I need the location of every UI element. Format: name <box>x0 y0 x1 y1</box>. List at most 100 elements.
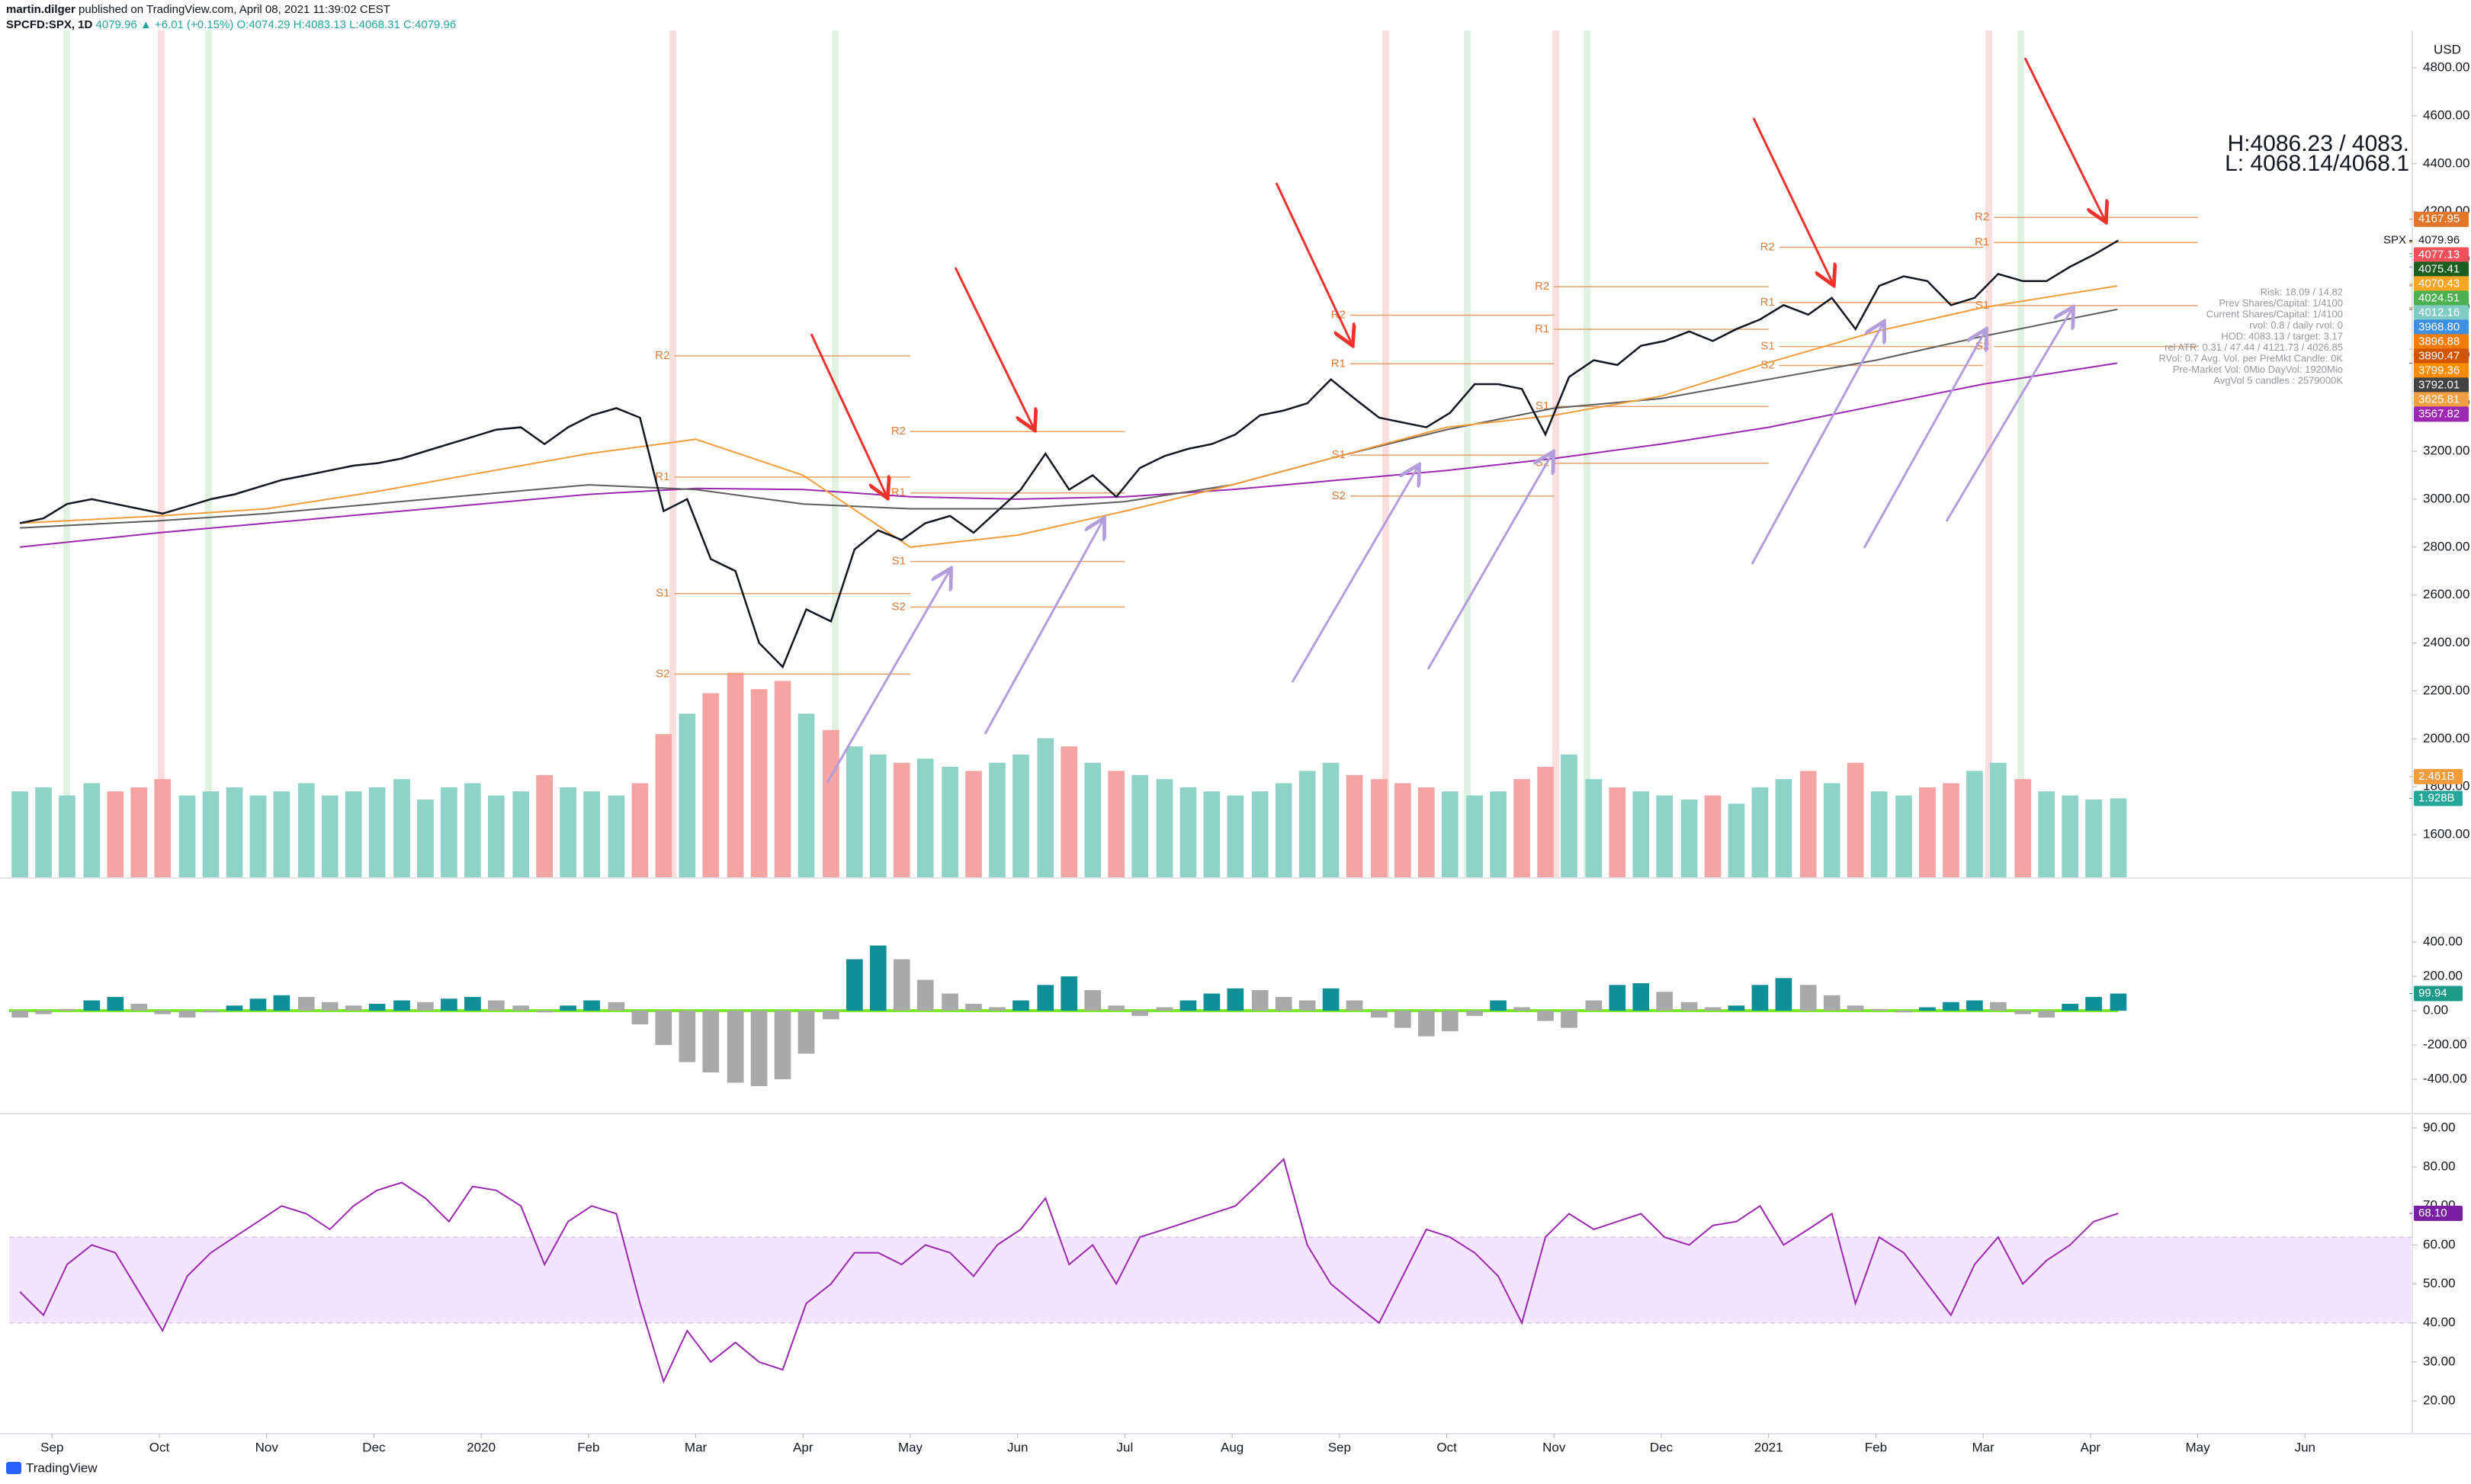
macd-histogram-bar <box>942 993 958 1011</box>
macd-histogram-bar <box>2110 993 2127 1011</box>
x-tick-label: Oct <box>1436 1440 1457 1454</box>
volume-bar <box>417 800 434 877</box>
red-arrow <box>954 267 1034 428</box>
volume-bar <box>249 795 267 877</box>
price-line <box>19 239 2120 669</box>
macd-histogram-bar <box>1990 1002 2007 1011</box>
volume-bar <box>321 795 339 877</box>
axis-badge-label: 3792.01 <box>2418 378 2460 391</box>
info-text: AvgVol 5 candles : 2579000K <box>2213 374 2343 386</box>
macd-histogram-bar <box>631 1011 649 1025</box>
highlight-band <box>1985 30 1992 877</box>
author: martin.dilger <box>6 3 75 16</box>
macd-histogram-bar <box>393 1000 410 1011</box>
macd-histogram-bar <box>869 945 887 1011</box>
volume-bar <box>1656 795 1674 877</box>
volume-bar <box>273 791 290 877</box>
axis-badge <box>2414 319 2469 335</box>
axis-badge <box>2414 290 2469 306</box>
y-tick-label: 4800.00 <box>2423 60 2469 75</box>
y-tick-label: 20.00 <box>2423 1393 2456 1408</box>
purple-arrow <box>1426 454 1552 670</box>
macd-histogram-bar <box>417 1002 434 1011</box>
volume-bar <box>1561 754 1577 877</box>
y-tick-label: 3000.00 <box>2423 491 2469 505</box>
info-text: RVol: 0.7 Avg. Vol. per PreMkt Candle: 0… <box>2158 352 2343 364</box>
volume-bar <box>536 774 553 877</box>
macd-histogram-bar <box>655 1011 672 1046</box>
x-tick-label: Mar <box>685 1440 708 1454</box>
macd-histogram-bar <box>1298 1000 1316 1011</box>
macd-histogram-bar <box>1895 1011 1912 1013</box>
symbol-label: SPX <box>2383 233 2406 246</box>
y-tick-label: 2600.00 <box>2423 587 2469 601</box>
macd-histogram-bar <box>59 1008 75 1011</box>
macd-histogram-bar <box>679 1011 696 1063</box>
highlight-band <box>1464 30 1471 877</box>
x-tick-label: Sep <box>1328 1440 1351 1454</box>
volume-bar <box>202 791 220 877</box>
macd-histogram-bar <box>2038 1011 2055 1018</box>
currency: USD <box>2434 42 2461 56</box>
macd-histogram-bar <box>797 1011 815 1054</box>
pivot-label: R2 <box>1760 240 1775 253</box>
y-tick-label: 40.00 <box>2423 1315 2456 1329</box>
volume-bar <box>512 791 530 877</box>
volume-bar <box>1084 762 1102 877</box>
y-tick-label: 1600.00 <box>2423 827 2469 841</box>
y-tick-label: 50.00 <box>2423 1276 2456 1290</box>
volume-bar <box>1156 779 1173 877</box>
x-tick-label: Aug <box>1221 1440 1244 1454</box>
volume-bar <box>368 787 386 877</box>
pivot-label: S1 <box>656 587 669 600</box>
red-arrow <box>1275 182 1352 344</box>
macd-histogram-bar <box>846 959 863 1011</box>
volume-bar <box>846 746 863 877</box>
volume-bar <box>869 754 887 877</box>
volume-bar <box>464 783 481 877</box>
axis-badge-label: 3625.81 <box>2418 393 2460 405</box>
macd-histogram-bar <box>1585 1000 1603 1011</box>
axis-badge <box>2414 1205 2463 1221</box>
macd-histogram-bar <box>202 1011 220 1013</box>
volume-bar <box>1131 774 1148 877</box>
axis-badge-label: 3968.80 <box>2418 320 2460 333</box>
volume-bar <box>608 795 625 877</box>
axis-badge-label: 3890.47 <box>2418 349 2460 362</box>
axis-badge <box>2414 334 2469 350</box>
macd-histogram-bar <box>1346 1000 1363 1011</box>
axis-badge <box>2414 261 2469 277</box>
axis-badge-label: 3567.82 <box>2418 407 2460 420</box>
macd-histogram-bar <box>1704 1007 1722 1011</box>
macd-histogram-bar <box>916 979 934 1011</box>
highlight-band <box>2017 30 2024 877</box>
macd-histogram-bar <box>321 1002 339 1011</box>
volume-bar <box>750 689 768 877</box>
volume-bar <box>1346 774 1363 877</box>
macd-histogram-bar <box>1728 1005 1745 1011</box>
macd-histogram-bar <box>297 997 315 1011</box>
price-label: 4079.96 <box>2418 233 2460 246</box>
info-text: Current Shares/Capital: 1/4100 <box>2206 308 2343 319</box>
volume-bar <box>893 762 910 877</box>
volume-bar <box>1418 787 1435 877</box>
high-low-text: H:4086.23 / 4083. <box>2227 131 2409 156</box>
macd-histogram-bar <box>823 1011 839 1020</box>
macd-histogram-bar <box>1322 988 1340 1011</box>
volume-bar <box>154 779 172 877</box>
macd-histogram-bar <box>2014 1011 2032 1014</box>
info-text: rel ATR: 0.31 / 47.44 / 4121.73 / 4026.8… <box>2165 341 2343 353</box>
macd-histogram-bar <box>464 997 481 1011</box>
axis-badge-label: 4077.13 <box>2418 248 2460 261</box>
macd-histogram-bar <box>1203 993 1221 1011</box>
x-tick-label: Apr <box>2081 1440 2101 1454</box>
pivot-label: R1 <box>1331 357 1346 370</box>
macd-histogram-bar <box>1371 1011 1388 1018</box>
axis-badge-label: 2.461B <box>2418 770 2455 783</box>
x-tick-label: Nov <box>255 1440 279 1454</box>
macd-histogram-bar <box>1466 1011 1483 1016</box>
volume-bar <box>2110 798 2127 877</box>
axis-badge-label: 4070.43 <box>2418 277 2460 290</box>
axis-badge-label: 4012.16 <box>2418 306 2460 319</box>
y-tick-label: 400.00 <box>2423 934 2463 949</box>
